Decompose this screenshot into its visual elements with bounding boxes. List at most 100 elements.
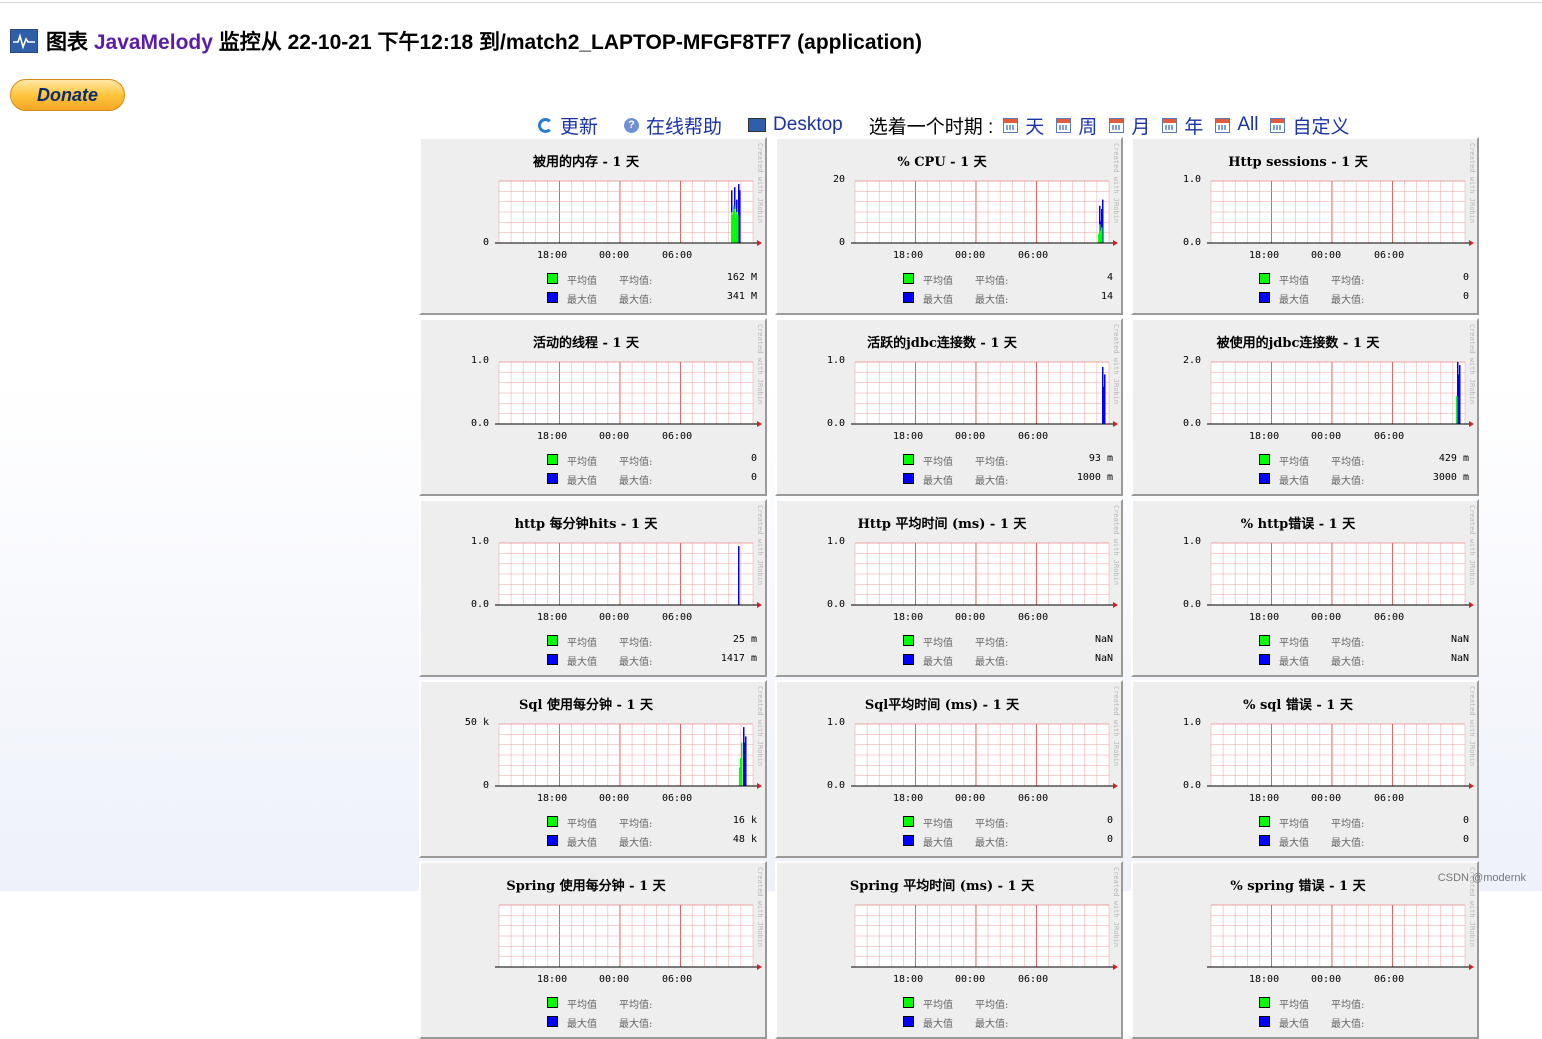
chart-title: Spring 使用每分钟 - 1 天 xyxy=(506,879,666,894)
donate-button[interactable]: Donate xyxy=(10,79,125,111)
legend-value: 341 M xyxy=(726,291,757,302)
chart-panel[interactable]: % CPU - 1 天 20 0 18:00 00:00 06:00 Created wit… xyxy=(775,137,1123,315)
legend-swatch xyxy=(903,454,914,465)
help-link[interactable]: ? 在线帮助 xyxy=(624,112,722,139)
legend-swatch xyxy=(1259,635,1270,646)
legend-swatch xyxy=(547,816,558,827)
legend-avg: 平均值 平均值: xyxy=(903,996,1113,1012)
y-axis-top-label: 1.0 xyxy=(470,536,489,547)
refresh-link[interactable]: 更新 xyxy=(538,112,598,139)
legend-label: 最大值 xyxy=(1279,295,1309,306)
legend-max: 最大值 最大值: 0 xyxy=(1259,834,1469,850)
chart-panel[interactable]: http 每分钟hits - 1 天 1.0 0.0 18:00 00:00 06:00 C… xyxy=(419,499,767,677)
legend-value: 0 xyxy=(1462,291,1469,302)
chart-title: Sql 使用每分钟 - 1 天 xyxy=(519,698,653,713)
legend-stat-label: 平均值: xyxy=(619,457,653,468)
legend-label: 最大值 xyxy=(567,476,597,487)
chart-title: % spring 错误 - 1 天 xyxy=(1230,879,1366,894)
legend-label: 平均值 xyxy=(567,819,597,830)
chart-plot xyxy=(851,542,1118,608)
period-custom-link[interactable]: 自定义 xyxy=(1270,112,1350,139)
max-bar xyxy=(1457,362,1459,424)
legend-label: 最大值 xyxy=(567,295,597,306)
legend-swatch xyxy=(903,997,914,1008)
legend-label: 平均值 xyxy=(923,276,953,287)
max-bar xyxy=(1099,205,1101,243)
period-week-link[interactable]: 周 xyxy=(1056,112,1097,139)
legend-stat-label: 最大值: xyxy=(1331,838,1365,849)
legend-swatch xyxy=(547,454,558,465)
x-tick-label: 00:00 xyxy=(1311,431,1342,442)
x-tick-label: 00:00 xyxy=(955,612,986,623)
legend-label: 最大值 xyxy=(1279,1019,1309,1030)
x-tick-label: 18:00 xyxy=(1249,612,1280,623)
legend-swatch xyxy=(1259,292,1270,303)
legend-value: 1000 m xyxy=(1076,472,1113,483)
x-tick-label: 18:00 xyxy=(537,974,568,985)
chart-panel[interactable]: Spring 使用每分钟 - 1 天 18:00 00:00 06:00 Created… xyxy=(419,861,767,1039)
chart-panel[interactable]: 被使用的jdbc连接数 - 1 天 2.0 0.0 18:00 00:00 06:00 Cr… xyxy=(1131,318,1479,496)
legend-label: 平均值 xyxy=(567,276,597,287)
x-axis-arrow xyxy=(757,602,762,608)
chart-panel[interactable]: Spring 平均时间 (ms) - 1 天 18:00 00:00 06:00 Cre… xyxy=(775,861,1123,1039)
x-tick-label: 06:00 xyxy=(1018,974,1049,985)
y-axis-bottom-label: 0.0 xyxy=(470,418,489,429)
chart-panel[interactable]: 活跃的jdbc连接数 - 1 天 1.0 0.0 18:00 00:00 06:00 Cre… xyxy=(775,318,1123,496)
y-axis-bottom-label: 0.0 xyxy=(470,599,489,610)
chart-panel[interactable]: % http错误 - 1 天 1.0 0.0 18:00 00:00 06:00 Creat… xyxy=(1131,499,1479,677)
legend-stat-label: 平均值: xyxy=(1331,1000,1365,1011)
top-divider xyxy=(0,2,1542,3)
chart-title: % http错误 - 1 天 xyxy=(1240,517,1356,532)
legend-label: 平均值 xyxy=(567,1000,597,1011)
x-axis-arrow xyxy=(1113,783,1118,789)
legend-label: 平均值 xyxy=(567,457,597,468)
legend-swatch xyxy=(903,273,914,284)
legend-max: 最大值 最大值: xyxy=(1259,1015,1469,1031)
legend-label: 平均值 xyxy=(1279,1000,1309,1011)
legend-stat-label: 最大值: xyxy=(619,476,653,487)
x-axis-arrow xyxy=(1469,783,1474,789)
x-tick-label: 06:00 xyxy=(1374,974,1405,985)
legend-max: 最大值 最大值: NaN xyxy=(1259,653,1469,669)
legend-label: 平均值 xyxy=(567,638,597,649)
legend-max: 最大值 最大值: 341 M xyxy=(547,291,757,307)
x-axis-arrow xyxy=(1469,602,1474,608)
chart-panel[interactable]: 活动的线程 - 1 天 1.0 0.0 18:00 00:00 06:00 Created … xyxy=(419,318,767,496)
period-year-link[interactable]: 年 xyxy=(1162,112,1203,139)
chart-panel[interactable]: Sql 使用每分钟 - 1 天 50 k 0 18:00 00:00 06:00 Creat… xyxy=(419,680,767,858)
y-axis-top-label: 1.0 xyxy=(470,355,489,366)
period-all-link[interactable]: All xyxy=(1215,114,1258,136)
y-axis-bottom-label: 0 xyxy=(838,237,845,248)
period-day-link[interactable]: 天 xyxy=(1003,112,1044,139)
monitor-chart-icon xyxy=(10,29,38,53)
brand-link[interactable]: JavaMelody xyxy=(93,31,213,54)
legend-value: 25 m xyxy=(732,634,757,645)
x-tick-label: 00:00 xyxy=(599,974,630,985)
chart-credit: Created with JRobin xyxy=(1468,686,1476,767)
desktop-link[interactable]: Desktop xyxy=(748,114,843,136)
chart-panel[interactable]: Sql平均时间 (ms) - 1 天 1.0 0.0 18:00 00:00 06:00 C… xyxy=(775,680,1123,858)
legend-stat-label: 最大值: xyxy=(1331,295,1365,306)
max-bar xyxy=(744,742,746,786)
x-tick-label: 00:00 xyxy=(599,431,630,442)
legend-stat-label: 平均值: xyxy=(619,638,653,649)
x-tick-label: 06:00 xyxy=(1374,612,1405,623)
x-tick-label: 00:00 xyxy=(955,793,986,804)
chart-panel[interactable]: Http 平均时间 (ms) - 1 天 1.0 0.0 18:00 00:00 06:0… xyxy=(775,499,1123,677)
chart-panel[interactable]: % sql 错误 - 1 天 1.0 0.0 18:00 00:00 06:00 Creat… xyxy=(1131,680,1479,858)
legend-avg: 平均值 平均值: NaN xyxy=(1259,634,1469,650)
refresh-icon xyxy=(538,117,553,133)
chart-panel[interactable]: 被用的内存 - 1 天 0 18:00 00:00 06:00 Created with … xyxy=(419,137,767,315)
period-month-link[interactable]: 月 xyxy=(1109,112,1150,139)
y-axis-bottom-label: 0 xyxy=(482,780,489,791)
legend-stat-label: 平均值: xyxy=(975,276,1009,287)
max-bar xyxy=(1101,208,1103,243)
desktop-icon xyxy=(748,118,767,132)
chart-panel[interactable]: Http sessions - 1 天 1.0 0.0 18:00 00:00 06:00… xyxy=(1131,137,1479,315)
y-axis-top-label: 50 k xyxy=(464,717,489,728)
legend-value: 4 xyxy=(1106,272,1113,283)
chart-panel[interactable]: % spring 错误 - 1 天 18:00 00:00 06:00 Created … xyxy=(1131,861,1479,1039)
y-axis-bottom-label: 0.0 xyxy=(826,418,845,429)
x-tick-label: 18:00 xyxy=(1249,250,1280,261)
x-tick-label: 06:00 xyxy=(1374,250,1405,261)
